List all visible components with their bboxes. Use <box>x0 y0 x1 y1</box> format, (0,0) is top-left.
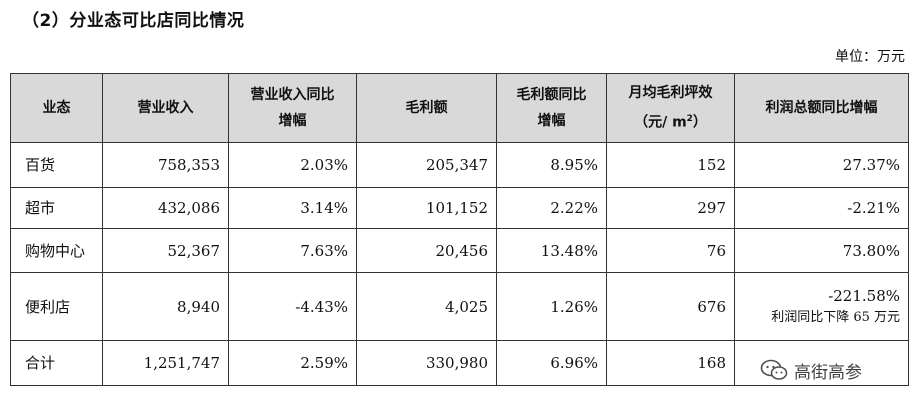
watermark: 高街高参 <box>760 358 862 383</box>
header-gp-yoy: 毛利额同比 增幅 <box>496 73 607 143</box>
unit-label: 单位：万元 <box>835 49 905 65</box>
table-row: 便利店 8,940 -4.43% 4,025 1.26% 676 -221.58… <box>10 272 909 341</box>
header-revenue: 营业收入 <box>102 73 229 143</box>
wechat-icon <box>760 359 788 381</box>
cell-profit-yoy: 73.80% <box>734 228 909 273</box>
cell-gp-per-ping: 152 <box>606 142 735 188</box>
cell-gross-profit: 330,980 <box>356 340 497 386</box>
cell-gp-per-ping: 297 <box>606 187 735 229</box>
cell-revenue: 52,367 <box>102 228 229 273</box>
profit-yoy-note: 利润同比下降 65 万元 <box>771 309 900 325</box>
watermark-text: 高街高参 <box>794 362 862 383</box>
cell-revenue: 1,251,747 <box>102 340 229 386</box>
cell-gp-yoy: 8.95% <box>496 142 607 188</box>
cell-revenue-yoy: -4.43% <box>228 272 357 341</box>
header-format: 业态 <box>10 73 103 143</box>
header-gross-profit: 毛利额 <box>356 73 497 143</box>
cell-gp-yoy: 1.26% <box>496 272 607 341</box>
cell-revenue-yoy: 2.59% <box>228 340 357 386</box>
comparable-store-table: 业态 营业收入 营业收入同比 增幅 毛利额 毛利额同比 增幅 月均毛利坪效 （元… <box>10 73 909 386</box>
header-revenue-yoy: 营业收入同比 增幅 <box>228 73 357 143</box>
table-row: 超市 432,086 3.14% 101,152 2.22% 297 -2.21… <box>10 187 909 229</box>
header-gp-per-ping: 月均毛利坪效 （元/ m2） <box>606 73 735 143</box>
cell-gross-profit: 4,025 <box>356 272 497 341</box>
cell-format: 合计 <box>10 340 103 386</box>
cell-gross-profit: 205,347 <box>356 142 497 188</box>
header-profit-yoy: 利润总额同比增幅 <box>734 73 909 143</box>
cell-gross-profit: 20,456 <box>356 228 497 273</box>
cell-revenue: 8,940 <box>102 272 229 341</box>
cell-gross-profit: 101,152 <box>356 187 497 229</box>
cell-format: 百货 <box>10 142 103 188</box>
cell-revenue: 758,353 <box>102 142 229 188</box>
cell-gp-yoy: 6.96% <box>496 340 607 386</box>
cell-revenue-yoy: 2.03% <box>228 142 357 188</box>
cell-profit-yoy: -221.58% 利润同比下降 65 万元 <box>734 272 909 341</box>
cell-profit-yoy: 27.37% <box>734 142 909 188</box>
table-header-row: 业态 营业收入 营业收入同比 增幅 毛利额 毛利额同比 增幅 月均毛利坪效 （元… <box>10 73 909 143</box>
cell-format: 购物中心 <box>10 228 103 273</box>
cell-profit-yoy: -2.21% <box>734 187 909 229</box>
cell-gp-yoy: 2.22% <box>496 187 607 229</box>
cell-revenue: 432,086 <box>102 187 229 229</box>
cell-gp-per-ping: 168 <box>606 340 735 386</box>
cell-gp-yoy: 13.48% <box>496 228 607 273</box>
cell-gp-per-ping: 676 <box>606 272 735 341</box>
section-heading: （2）分业态可比店同比情况 <box>22 11 245 31</box>
table-row: 百货 758,353 2.03% 205,347 8.95% 152 27.37… <box>10 142 909 188</box>
cell-revenue-yoy: 3.14% <box>228 187 357 229</box>
cell-format: 便利店 <box>10 272 103 341</box>
cell-gp-per-ping: 76 <box>606 228 735 273</box>
profit-yoy-value: -221.58% <box>828 286 900 305</box>
cell-revenue-yoy: 7.63% <box>228 228 357 273</box>
table-row: 购物中心 52,367 7.63% 20,456 13.48% 76 73.80… <box>10 228 909 273</box>
cell-format: 超市 <box>10 187 103 229</box>
